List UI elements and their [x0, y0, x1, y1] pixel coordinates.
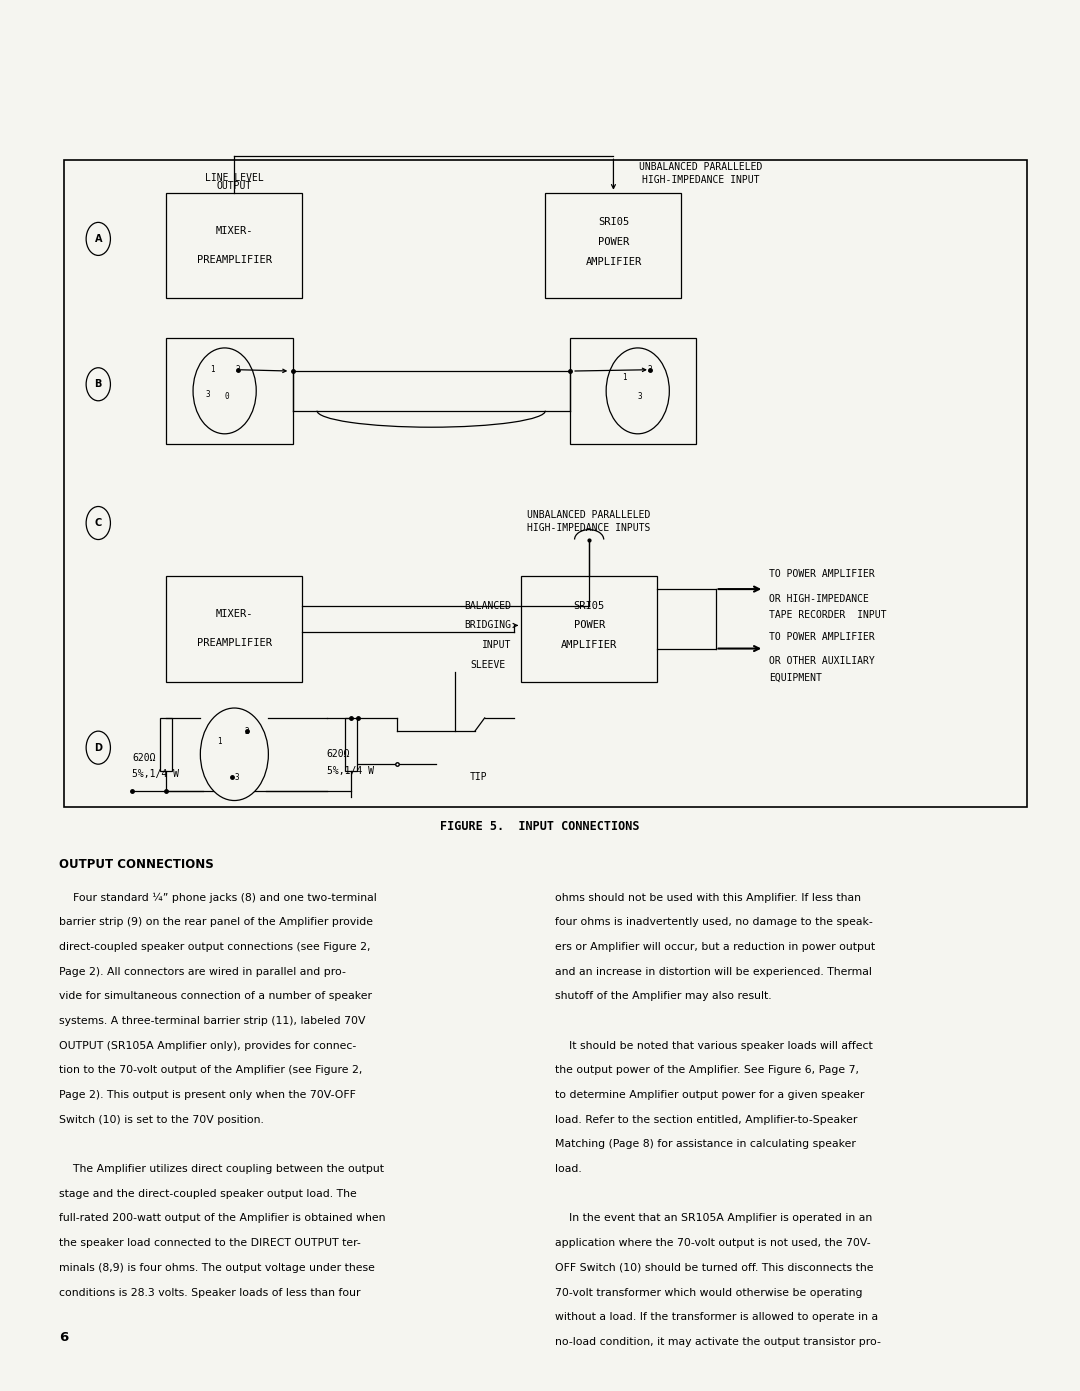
Text: In the event that an SR105A Amplifier is operated in an: In the event that an SR105A Amplifier is… — [555, 1213, 873, 1224]
Text: OFF Switch (10) should be turned off. This disconnects the: OFF Switch (10) should be turned off. Th… — [555, 1263, 874, 1273]
Circle shape — [86, 367, 110, 401]
Text: MIXER-: MIXER- — [216, 225, 253, 236]
Text: 2: 2 — [244, 726, 248, 736]
Text: full-rated 200-watt output of the Amplifier is obtained when: full-rated 200-watt output of the Amplif… — [59, 1213, 386, 1224]
Text: TIP: TIP — [470, 772, 488, 782]
Text: PREAMPLIFIER: PREAMPLIFIER — [197, 638, 272, 648]
Text: 620Ω: 620Ω — [133, 753, 156, 762]
Circle shape — [86, 732, 110, 764]
Text: INPUT: INPUT — [482, 640, 512, 650]
Text: and an increase in distortion will be experienced. Thermal: and an increase in distortion will be ex… — [555, 967, 872, 976]
Text: the output power of the Amplifier. See Figure 6, Page 7,: the output power of the Amplifier. See F… — [555, 1066, 859, 1075]
Text: The Amplifier utilizes direct coupling between the output: The Amplifier utilizes direct coupling b… — [59, 1164, 384, 1174]
Bar — [545, 193, 681, 299]
Text: It should be noted that various speaker loads will affect: It should be noted that various speaker … — [555, 1040, 873, 1050]
Text: 5%,1/4 W: 5%,1/4 W — [326, 766, 374, 776]
Text: AMPLIFIER: AMPLIFIER — [585, 257, 642, 267]
Bar — [345, 718, 357, 771]
Text: 5%,1/4 W: 5%,1/4 W — [133, 769, 179, 779]
Text: Switch (10) is set to the 70V position.: Switch (10) is set to the 70V position. — [59, 1114, 265, 1125]
Text: the speaker load connected to the DIRECT OUTPUT ter-: the speaker load connected to the DIRECT… — [59, 1238, 361, 1248]
Text: ers or Amplifier will occur, but a reduction in power output: ers or Amplifier will occur, but a reduc… — [555, 942, 875, 951]
Circle shape — [86, 506, 110, 540]
Text: OUTPUT (SR105A Amplifier only), provides for connec-: OUTPUT (SR105A Amplifier only), provides… — [59, 1040, 356, 1050]
Text: C: C — [95, 517, 102, 529]
Circle shape — [86, 223, 110, 256]
Text: Page 2). This output is present only when the 70V-OFF: Page 2). This output is present only whe… — [59, 1091, 356, 1100]
Text: PREAMPLIFIER: PREAMPLIFIER — [197, 255, 272, 266]
Text: HIGH-IMPEDANCE INPUTS: HIGH-IMPEDANCE INPUTS — [527, 523, 651, 533]
Bar — [166, 576, 302, 682]
Text: FIGURE 5.  INPUT CONNECTIONS: FIGURE 5. INPUT CONNECTIONS — [441, 819, 639, 833]
Circle shape — [201, 708, 268, 801]
Text: 1: 1 — [622, 373, 626, 383]
Text: 620Ω: 620Ω — [326, 750, 350, 759]
Text: stage and the direct-coupled speaker output load. The: stage and the direct-coupled speaker out… — [59, 1189, 357, 1199]
Text: 3: 3 — [638, 392, 643, 401]
Text: minals (8,9) is four ohms. The output voltage under these: minals (8,9) is four ohms. The output vo… — [59, 1263, 375, 1273]
Text: Page 2). All connectors are wired in parallel and pro-: Page 2). All connectors are wired in par… — [59, 967, 347, 976]
Text: to determine Amplifier output power for a given speaker: to determine Amplifier output power for … — [555, 1091, 864, 1100]
Text: conditions is 28.3 volts. Speaker loads of less than four: conditions is 28.3 volts. Speaker loads … — [59, 1288, 361, 1298]
Text: application where the 70-volt output is not used, the 70V-: application where the 70-volt output is … — [555, 1238, 870, 1248]
Text: UNBALANCED PARALLELED: UNBALANCED PARALLELED — [639, 161, 762, 171]
Text: 2: 2 — [648, 366, 652, 374]
Text: SRI05: SRI05 — [598, 217, 629, 227]
Text: OUTPUT CONNECTIONS: OUTPUT CONNECTIONS — [59, 858, 214, 871]
Text: ohms should not be used with this Amplifier. If less than: ohms should not be used with this Amplif… — [555, 893, 861, 903]
Text: OUTPUT: OUTPUT — [217, 181, 252, 192]
Text: POWER: POWER — [573, 620, 605, 630]
Text: TAPE RECORDER  INPUT: TAPE RECORDER INPUT — [769, 611, 887, 620]
Text: MIXER-: MIXER- — [216, 609, 253, 619]
Text: barrier strip (9) on the rear panel of the Amplifier provide: barrier strip (9) on the rear panel of t… — [59, 917, 374, 928]
Circle shape — [606, 348, 670, 434]
Text: vide for simultaneous connection of a number of speaker: vide for simultaneous connection of a nu… — [59, 992, 373, 1002]
Text: 6: 6 — [59, 1331, 69, 1344]
Bar — [166, 193, 302, 299]
Text: TO POWER AMPLIFIER: TO POWER AMPLIFIER — [769, 632, 875, 643]
Text: B: B — [95, 380, 102, 389]
Text: OR HIGH-IMPEDANCE: OR HIGH-IMPEDANCE — [769, 594, 868, 604]
Text: 1: 1 — [217, 737, 222, 746]
Text: 3: 3 — [234, 773, 239, 782]
Text: A: A — [95, 234, 102, 243]
Text: TO POWER AMPLIFIER: TO POWER AMPLIFIER — [769, 569, 875, 579]
Bar — [166, 338, 293, 444]
Text: Four standard ¼” phone jacks (8) and one two-terminal: Four standard ¼” phone jacks (8) and one… — [59, 893, 377, 903]
Text: 0: 0 — [225, 392, 229, 401]
Text: AMPLIFIER: AMPLIFIER — [561, 640, 618, 650]
Text: POWER: POWER — [598, 238, 629, 248]
Circle shape — [193, 348, 256, 434]
Text: SRI05: SRI05 — [573, 601, 605, 611]
Text: OR OTHER AUXILIARY: OR OTHER AUXILIARY — [769, 657, 875, 666]
Bar — [522, 576, 657, 682]
Text: without a load. If the transformer is allowed to operate in a: without a load. If the transformer is al… — [555, 1312, 878, 1323]
Text: load.: load. — [555, 1164, 582, 1174]
Text: no-load condition, it may activate the output transistor pro-: no-load condition, it may activate the o… — [555, 1337, 881, 1346]
Text: BRIDGING: BRIDGING — [464, 620, 512, 630]
Text: BALANCED: BALANCED — [464, 601, 512, 611]
Text: systems. A three-terminal barrier strip (11), labeled 70V: systems. A three-terminal barrier strip … — [59, 1015, 366, 1027]
Text: direct-coupled speaker output connections (see Figure 2,: direct-coupled speaker output connection… — [59, 942, 370, 951]
Text: 1: 1 — [211, 366, 215, 374]
Text: 70-volt transformer which would otherwise be operating: 70-volt transformer which would otherwis… — [555, 1288, 863, 1298]
Text: HIGH-IMPEDANCE INPUT: HIGH-IMPEDANCE INPUT — [643, 175, 759, 185]
Text: 3: 3 — [205, 389, 210, 399]
Text: D: D — [94, 743, 103, 753]
Text: tion to the 70-volt output of the Amplifier (see Figure 2,: tion to the 70-volt output of the Amplif… — [59, 1066, 363, 1075]
Text: Matching (Page 8) for assistance in calculating speaker: Matching (Page 8) for assistance in calc… — [555, 1139, 856, 1149]
Text: SLEEVE: SLEEVE — [470, 661, 505, 670]
Text: EQUIPMENT: EQUIPMENT — [769, 672, 822, 683]
Bar — [570, 338, 697, 444]
Text: shutoff of the Amplifier may also result.: shutoff of the Amplifier may also result… — [555, 992, 772, 1002]
Text: LINE LEVEL: LINE LEVEL — [205, 172, 264, 182]
Text: UNBALANCED PARALLELED: UNBALANCED PARALLELED — [527, 509, 651, 520]
Text: four ohms is inadvertently used, no damage to the speak-: four ohms is inadvertently used, no dama… — [555, 917, 873, 928]
Text: 2: 2 — [235, 366, 241, 374]
Text: load. Refer to the section entitled, Amplifier-to-Speaker: load. Refer to the section entitled, Amp… — [555, 1114, 858, 1125]
Bar — [160, 718, 173, 771]
